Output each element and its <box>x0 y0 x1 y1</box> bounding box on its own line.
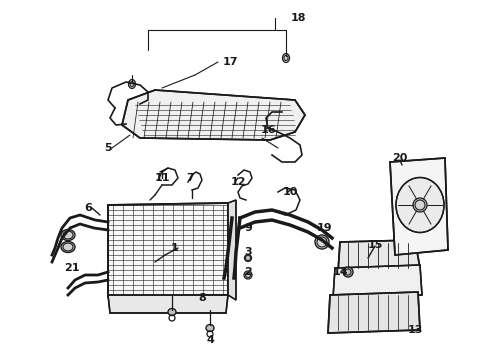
Polygon shape <box>108 295 228 313</box>
Text: 12: 12 <box>230 177 246 187</box>
Text: 19: 19 <box>317 223 333 233</box>
Ellipse shape <box>244 271 252 279</box>
Polygon shape <box>338 240 420 272</box>
Ellipse shape <box>343 267 353 277</box>
Text: 5: 5 <box>104 143 112 153</box>
Text: 2: 2 <box>244 267 252 277</box>
Ellipse shape <box>413 198 427 212</box>
Text: 20: 20 <box>392 153 408 163</box>
Ellipse shape <box>168 309 176 315</box>
Ellipse shape <box>61 242 75 252</box>
Text: 14: 14 <box>332 267 348 277</box>
Text: 16: 16 <box>260 125 276 135</box>
Text: 21: 21 <box>64 263 80 273</box>
Text: 18: 18 <box>290 13 306 23</box>
Ellipse shape <box>206 324 214 332</box>
Polygon shape <box>108 203 228 297</box>
Text: 17: 17 <box>222 57 238 67</box>
Polygon shape <box>122 90 305 140</box>
Ellipse shape <box>245 255 251 261</box>
Polygon shape <box>328 292 420 333</box>
Text: 8: 8 <box>198 293 206 303</box>
Polygon shape <box>333 265 422 298</box>
Text: 4: 4 <box>206 335 214 345</box>
Ellipse shape <box>315 235 329 249</box>
Polygon shape <box>390 158 448 255</box>
Text: 1: 1 <box>171 243 179 253</box>
Ellipse shape <box>128 80 136 89</box>
Text: 13: 13 <box>407 325 423 335</box>
Text: 9: 9 <box>244 223 252 233</box>
Ellipse shape <box>283 54 290 63</box>
Ellipse shape <box>396 177 444 233</box>
Text: 6: 6 <box>84 203 92 213</box>
Text: 11: 11 <box>154 173 170 183</box>
Ellipse shape <box>61 230 75 240</box>
Text: 7: 7 <box>186 173 194 183</box>
Text: 10: 10 <box>282 187 298 197</box>
Polygon shape <box>228 200 236 300</box>
Text: 15: 15 <box>368 240 383 250</box>
Text: 3: 3 <box>244 247 252 257</box>
